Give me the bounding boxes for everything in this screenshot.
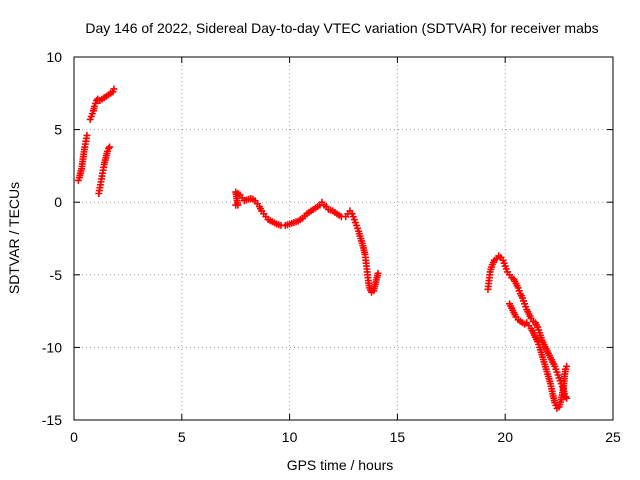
y-tick-label: 0 [54, 194, 62, 210]
axis-ticks: 0 5 10 15 20 25 -15 -10 -5 0 5 10 [42, 49, 621, 445]
series-segment-2 [86, 85, 118, 123]
x-tick-label: 25 [605, 429, 621, 445]
data-point [110, 85, 118, 93]
series-segment-4 [232, 188, 382, 296]
data-point [563, 362, 571, 370]
data-points [74, 85, 571, 412]
data-point [104, 144, 112, 152]
series-segment-3 [95, 143, 114, 197]
y-tick-label: -15 [42, 412, 62, 428]
y-axis-label: SDTVAR / TECUs [6, 182, 22, 294]
data-point [374, 269, 382, 277]
y-tick-label: -10 [42, 339, 62, 355]
data-point [106, 143, 114, 151]
x-tick-label: 5 [178, 429, 186, 445]
y-tick-label: 10 [46, 49, 62, 65]
series-segment-1 [74, 131, 91, 184]
y-tick-label: 5 [54, 122, 62, 138]
data-point [83, 131, 91, 139]
x-tick-label: 20 [497, 429, 513, 445]
grid [74, 57, 613, 420]
series-segment-5 [484, 252, 571, 402]
x-tick-label: 10 [282, 429, 298, 445]
series-segment-6 [506, 300, 571, 412]
x-axis-label: GPS time / hours [287, 457, 394, 473]
y-tick-label: -5 [50, 267, 63, 283]
x-tick-label: 0 [70, 429, 78, 445]
data-point [563, 394, 571, 402]
x-tick-label: 15 [390, 429, 406, 445]
plot-frame [73, 56, 614, 421]
chart-title: Day 146 of 2022, Sidereal Day-to-day VTE… [85, 20, 598, 36]
